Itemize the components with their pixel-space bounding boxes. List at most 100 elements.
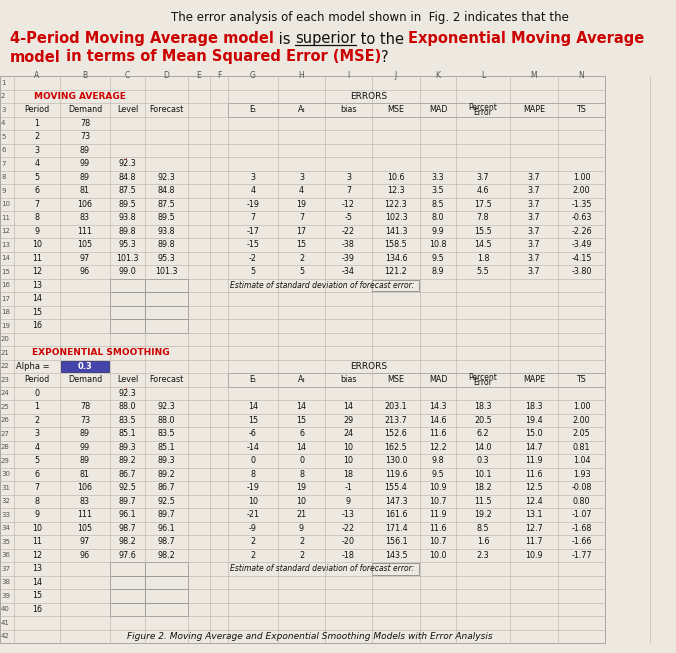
Text: ERRORS: ERRORS [350,362,387,371]
Text: 9: 9 [34,510,40,519]
Text: 2: 2 [299,254,304,263]
Text: M: M [531,71,537,80]
Text: 89: 89 [80,429,90,438]
Text: 85.1: 85.1 [119,429,137,438]
Text: 13: 13 [1,242,10,247]
Text: 2: 2 [299,537,304,547]
Text: Demand: Demand [68,105,102,114]
Text: 14: 14 [343,402,354,411]
Text: 86.7: 86.7 [119,470,137,479]
Text: 39: 39 [1,593,10,599]
Text: 130.0: 130.0 [385,456,407,465]
Text: 11.9: 11.9 [429,510,447,519]
Text: 0.81: 0.81 [573,443,590,452]
Text: Exponential Moving Average: Exponential Moving Average [408,31,644,46]
Text: 13: 13 [32,564,42,573]
Text: 4: 4 [34,159,39,168]
Text: 31: 31 [1,485,10,491]
Text: 0: 0 [34,389,39,398]
Text: 2: 2 [34,133,40,141]
Text: 89: 89 [80,146,90,155]
Text: TS: TS [577,105,587,114]
Text: -1.77: -1.77 [571,550,592,560]
Text: 83.5: 83.5 [158,429,175,438]
Text: 9: 9 [1,188,5,194]
Text: 5.5: 5.5 [477,267,489,276]
Text: 1.8: 1.8 [477,254,489,263]
Text: 7: 7 [34,483,40,492]
Text: Demand: Demand [68,375,102,384]
Text: 3: 3 [34,429,39,438]
Text: 10: 10 [343,456,354,465]
Text: 10: 10 [32,524,42,533]
Bar [372,279,419,291]
Text: Error: Error [474,108,492,117]
Text: 11: 11 [1,215,10,221]
Text: 3.7: 3.7 [477,173,489,182]
Text: 21: 21 [297,510,306,519]
Text: 119.6: 119.6 [385,470,408,479]
Text: C: C [125,71,130,80]
Bar [145,589,188,603]
Text: 6: 6 [34,470,39,479]
Text: 18.3: 18.3 [525,402,543,411]
Text: 4: 4 [299,186,304,195]
Text: 21: 21 [1,350,10,356]
Text: -39: -39 [342,254,355,263]
Text: 4: 4 [34,443,39,452]
Text: 81: 81 [80,470,90,479]
Text: 105: 105 [78,240,93,249]
Text: 5: 5 [34,173,40,182]
Text: -0.63: -0.63 [571,214,592,222]
Text: 34: 34 [1,525,10,532]
Text: 101.3: 101.3 [116,254,139,263]
Text: -12: -12 [342,200,355,209]
Text: 7.8: 7.8 [477,214,489,222]
Text: -38: -38 [342,240,355,249]
Text: 11: 11 [32,537,42,547]
Text: 14.6: 14.6 [429,416,447,424]
Text: 10.6: 10.6 [387,173,405,182]
Text: 158.5: 158.5 [385,240,408,249]
Text: I: I [347,71,349,80]
Text: 15.5: 15.5 [474,227,492,236]
Text: 15: 15 [1,269,10,275]
Text: 20.5: 20.5 [474,416,492,424]
Text: -0.08: -0.08 [571,483,592,492]
Text: -17: -17 [247,227,260,236]
Text: 17.5: 17.5 [474,200,492,209]
Text: Error: Error [474,377,492,387]
Text: 24: 24 [343,429,354,438]
Text: 19: 19 [1,323,10,328]
Text: 98.2: 98.2 [158,550,175,560]
Text: 156.1: 156.1 [385,537,408,547]
Text: 2: 2 [250,537,256,547]
Text: 11.6: 11.6 [429,524,447,533]
Text: -22: -22 [342,227,355,236]
Text: 96: 96 [80,550,90,560]
Text: 7: 7 [299,214,304,222]
Text: -21: -21 [247,510,260,519]
Bar [0,76,605,643]
Text: 14: 14 [32,578,42,587]
Text: Percent: Percent [468,103,498,112]
Text: 213.7: 213.7 [385,416,408,424]
Text: 10.9: 10.9 [525,550,543,560]
Bar [110,603,145,616]
Text: bias: bias [340,375,357,384]
Text: 7: 7 [34,200,40,209]
Text: 14: 14 [32,295,42,303]
Text: 17: 17 [297,227,306,236]
Text: 12: 12 [1,229,10,234]
Text: N: N [579,71,584,80]
Text: 8.5: 8.5 [477,524,489,533]
Text: 6: 6 [34,186,39,195]
Text: 98.7: 98.7 [158,537,175,547]
Text: 19: 19 [297,200,306,209]
Text: 8: 8 [299,470,304,479]
Text: -1.68: -1.68 [571,524,592,533]
Text: 2.3: 2.3 [477,550,489,560]
Text: 84.8: 84.8 [119,173,137,182]
Text: Percent: Percent [468,373,498,382]
Text: 92.3: 92.3 [158,173,175,182]
